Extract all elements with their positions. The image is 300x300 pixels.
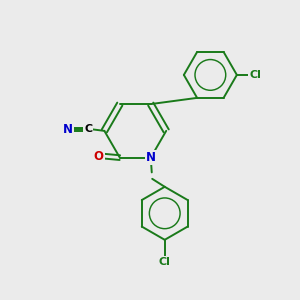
Text: N: N (146, 151, 156, 164)
Text: N: N (63, 123, 73, 136)
Text: O: O (94, 150, 103, 163)
Text: Cl: Cl (159, 256, 171, 267)
Text: Cl: Cl (249, 70, 261, 80)
Text: C: C (84, 124, 92, 134)
